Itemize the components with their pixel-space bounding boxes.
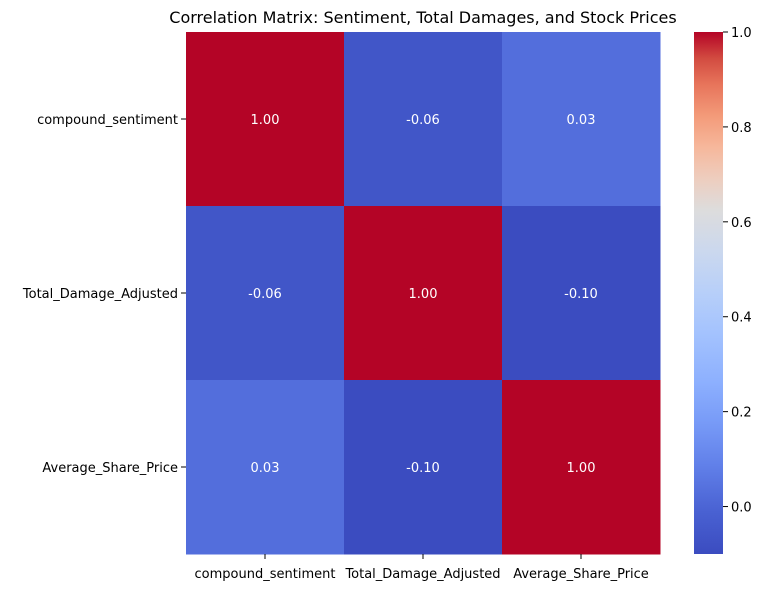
colorbar <box>694 32 723 554</box>
row-label-0: compound_sentiment <box>37 113 178 128</box>
column-label-0: compound_sentiment <box>195 567 336 582</box>
heatmap-value-r0-c1: -0.06 <box>406 113 440 128</box>
chart-title: Correlation Matrix: Sentiment, Total Dam… <box>169 8 676 27</box>
heatmap-cell-r2-c1 <box>344 380 503 555</box>
heatmap-cells <box>186 32 661 555</box>
colorbar-tick-label-4: 0.8 <box>731 121 752 136</box>
colorbar-tick-label-1: 0.2 <box>731 406 752 421</box>
heatmap-value-r2-c1: -0.10 <box>406 461 440 476</box>
colorbar-ticks: 0.0 0.2 0.4 0.6 0.8 1.0 <box>723 26 752 516</box>
row-label-2: Average_Share_Price <box>42 461 178 476</box>
heatmap-value-r0-c0: 1.00 <box>251 113 280 128</box>
colorbar-tick-label-5: 1.0 <box>731 26 752 41</box>
heatmap-value-r1-c2: -0.10 <box>564 287 598 302</box>
heatmap-value-r1-c1: 1.00 <box>409 287 438 302</box>
heatmap-cell-r2-c0 <box>186 380 345 555</box>
heatmap-value-r0-c2: 0.03 <box>567 113 596 128</box>
heatmap-cell-r2-c2 <box>502 380 661 555</box>
colorbar-tick-label-3: 0.6 <box>731 216 752 231</box>
colorbar-tick-label-2: 0.4 <box>731 311 752 326</box>
column-label-1: Total_Damage_Adjusted <box>344 567 500 582</box>
heatmap-value-r1-c0: -0.06 <box>248 287 282 302</box>
heatmap-cell-r0-c0 <box>186 32 345 207</box>
heatmap-cell-r0-c1 <box>344 32 503 207</box>
column-label-2: Average_Share_Price <box>513 567 649 582</box>
heatmap-value-r2-c2: 1.00 <box>567 461 596 476</box>
colorbar-tick-label-0: 0.0 <box>731 501 752 516</box>
heatmap-cell-r1-c0 <box>186 206 345 381</box>
heatmap-cell-r0-c2 <box>502 32 661 207</box>
heatmap-cell-r1-c2 <box>502 206 661 381</box>
row-label-1: Total_Damage_Adjusted <box>22 287 178 302</box>
column-labels: compound_sentiment Total_Damage_Adjusted A… <box>195 554 649 582</box>
row-labels: compound_sentiment Total_Damage_Adjusted A… <box>22 113 186 476</box>
heatmap-value-r2-c0: 0.03 <box>251 461 280 476</box>
heatmap-cell-r1-c1 <box>344 206 503 381</box>
heatmap-annotations: 1.00 -0.06 0.03 -0.06 1.00 -0.10 0.03 -0.10 1.00 <box>248 113 598 476</box>
